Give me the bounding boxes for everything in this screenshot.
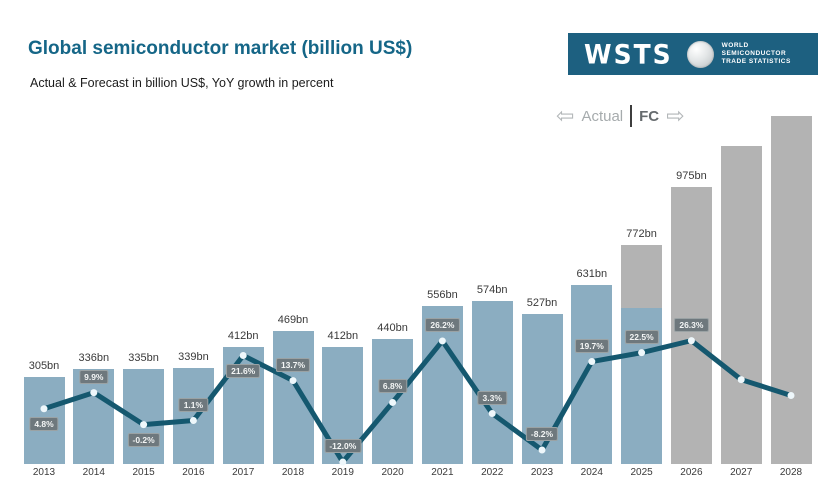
bar-value-label-2013: 305bn [28, 360, 60, 373]
bar-value-label-2022: 574bn [476, 283, 508, 296]
year-label-2015: 2015 [132, 467, 155, 478]
bar-2028 [770, 115, 812, 464]
legend-divider [630, 105, 633, 127]
legend-actual-label: Actual [581, 107, 624, 125]
bar-actual-part-2018 [272, 330, 314, 464]
bar-actual-part-2022 [471, 300, 513, 464]
wsts-wordmark: WSTS [584, 38, 673, 70]
bar-value-label-2016: 339bn [178, 350, 209, 363]
bar-2025 [621, 244, 663, 464]
growth-badge-2015: -0.2% [127, 432, 160, 447]
growth-badge-2020: 6.8% [377, 379, 408, 394]
year-label-2019: 2019 [331, 467, 354, 478]
growth-badge-2023: -8.2% [525, 426, 559, 441]
year-label-2028: 2028 [779, 467, 803, 478]
growth-badge-2019: -12.0% [324, 439, 362, 454]
growth-badge-2025: 22.5% [624, 329, 659, 344]
growth-badge-2018: 13.7% [275, 357, 311, 372]
year-label-2016: 2016 [182, 467, 205, 478]
year-label-2013: 2013 [32, 467, 56, 478]
growth-badge-2024: 19.7% [574, 338, 609, 353]
globe-icon [686, 40, 714, 68]
growth-badge-2021: 26.2% [425, 317, 460, 332]
bar-actual-part-2015 [123, 368, 165, 464]
legend-fc-label: FC [639, 107, 660, 125]
year-label-2024: 2024 [580, 467, 603, 478]
bar-value-label-2025: 772bn [626, 227, 657, 240]
bar-value-label-2021: 556bn [427, 289, 458, 302]
growth-badge-2013: 4.8% [29, 416, 59, 431]
growth-badge-2014: 9.9% [79, 369, 109, 384]
wsts-org-name: WORLD SEMICONDUCTOR TRADE STATISTICS [722, 42, 791, 66]
bar-2022 [471, 300, 513, 464]
bar-actual-part-2020 [372, 338, 414, 464]
actual-fc-legend: ⇦ Actual FC ⇨ [556, 103, 716, 129]
bar-value-label-2014: 336bn [78, 351, 110, 364]
year-label-2018: 2018 [281, 467, 305, 478]
bar-actual-part-2023 [521, 314, 563, 464]
wsts-logo: WSTS WORLD SEMICONDUCTOR TRADE STATISTIC… [568, 33, 818, 75]
bar-value-label-2026: 975bn [676, 170, 707, 182]
year-label-2027: 2027 [730, 467, 753, 478]
year-label-2022: 2022 [481, 467, 504, 478]
bar-value-label-2023: 527bn [526, 297, 558, 310]
year-label-2026: 2026 [680, 467, 703, 478]
bar-2020 [372, 338, 414, 464]
wsts-org-line-2: SEMICONDUCTOR [721, 50, 787, 57]
bar-actual-part-2024 [571, 284, 613, 464]
year-label-2014: 2014 [82, 467, 105, 478]
growth-badge-2022: 3.3% [477, 390, 507, 405]
year-label-2021: 2021 [431, 467, 454, 478]
bar-value-label-2017: 412bn [227, 329, 259, 342]
bar-actual-part-2016 [172, 367, 214, 464]
page-subtitle: Actual & Forecast in billion US$, YoY gr… [30, 76, 334, 90]
bar-2018 [272, 330, 314, 464]
left-arrow-icon: ⇦ [556, 103, 575, 128]
year-label-2017: 2017 [232, 467, 255, 478]
bar-2016 [172, 367, 214, 464]
year-label-2025: 2025 [630, 467, 653, 478]
bar-2027 [720, 145, 762, 464]
bar-2015 [123, 368, 165, 464]
year-label-2023: 2023 [530, 467, 554, 478]
bar-2024 [571, 284, 613, 464]
wsts-org-line-3: TRADE STATISTICS [721, 58, 791, 65]
growth-badge-2017: 21.6% [226, 363, 261, 378]
bar-value-label-2015: 335bn [128, 351, 159, 364]
bar-2023 [521, 314, 563, 464]
bar-value-label-2019: 412bn [327, 329, 359, 342]
growth-badge-2026: 26.3% [674, 317, 709, 332]
year-label-2020: 2020 [381, 467, 404, 478]
bar-value-label-2020: 440bn [377, 321, 408, 334]
bar-value-label-2024: 631bn [576, 267, 608, 280]
bar-value-label-2018: 469bn [277, 313, 309, 326]
wsts-org-line-1: WORLD [721, 42, 749, 49]
right-arrow-icon: ⇨ [666, 103, 685, 128]
page-title: Global semiconductor market (billion US$… [28, 38, 413, 59]
growth-badge-2016: 1.1% [178, 397, 209, 412]
